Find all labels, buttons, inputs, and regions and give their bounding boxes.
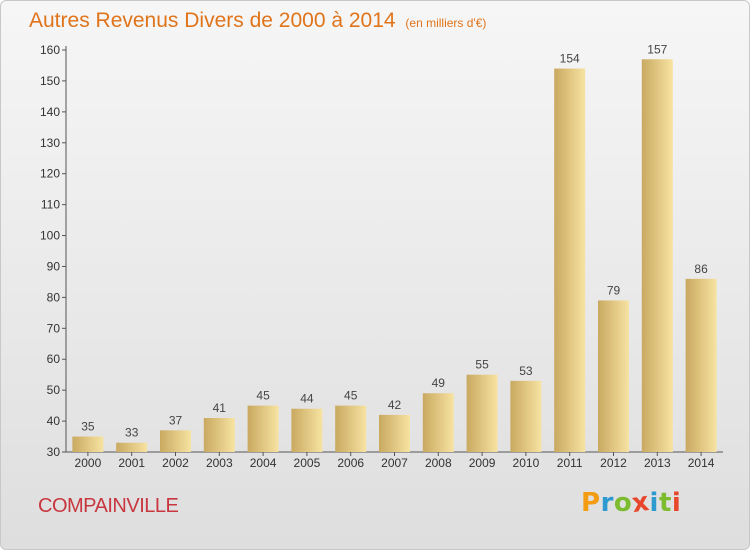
value-label-2009: 55 — [475, 358, 489, 372]
logo-letter: i — [649, 488, 659, 518]
y-tick-label: 120 — [40, 167, 60, 181]
bar-2003 — [203, 417, 235, 452]
y-tick-label: 150 — [40, 74, 60, 88]
value-labels: 35 33 37 41 45 44 45 42 49 55 53 154 79 157 86 — [81, 42, 708, 439]
bar-2011 — [554, 68, 586, 453]
bar-2013 — [641, 59, 673, 453]
bar-2010 — [510, 380, 542, 452]
chart-subtitle: (en milliers d'€) — [405, 16, 487, 30]
x-tick-label-2002: 2002 — [162, 456, 189, 470]
x-tick-label-2004: 2004 — [250, 456, 277, 470]
logo-letter: r — [600, 488, 614, 518]
x-tick-label-2003: 2003 — [206, 456, 233, 470]
x-tick-label-2005: 2005 — [294, 456, 321, 470]
location-name: COMPAINVILLE — [38, 495, 179, 517]
x-tick-label-2000: 2000 — [75, 456, 102, 470]
x-tick-label-2008: 2008 — [425, 456, 452, 470]
bar-2002 — [160, 430, 191, 452]
y-tick-label: 90 — [47, 259, 61, 273]
y-tick-label: 80 — [47, 290, 61, 304]
proxiti-logo: Proxiti — [581, 486, 682, 520]
value-label-2011: 154 — [560, 52, 580, 66]
bar-2004 — [247, 405, 279, 452]
x-tick-label-2014: 2014 — [688, 456, 715, 470]
y-tick-label: 130 — [40, 136, 60, 150]
bar-2006 — [335, 405, 367, 452]
logo-letter: i — [671, 488, 682, 518]
bar-2009 — [466, 374, 498, 452]
value-label-2005: 44 — [300, 392, 314, 406]
y-tick-label: 110 — [41, 198, 60, 212]
x-tick-label-2013: 2013 — [644, 456, 671, 470]
value-label-2013: 157 — [647, 42, 667, 56]
value-label-2007: 42 — [388, 398, 402, 412]
value-label-2000: 35 — [81, 420, 95, 434]
x-tick-label-2007: 2007 — [381, 456, 408, 470]
value-label-2012: 79 — [607, 283, 621, 297]
value-label-2014: 86 — [694, 262, 708, 276]
y-tick-label: 50 — [47, 383, 61, 397]
value-label-2001: 33 — [125, 426, 139, 440]
logo-letter: P — [581, 488, 601, 518]
bar-2000 — [72, 436, 104, 452]
bar-2012 — [598, 300, 629, 452]
logo-letter: o — [613, 488, 633, 518]
x-tick-label-2012: 2012 — [600, 456, 627, 470]
value-label-2002: 37 — [169, 413, 183, 427]
x-tick-label-2009: 2009 — [469, 456, 496, 470]
bar-2005 — [291, 408, 323, 452]
y-tick-label: 140 — [40, 105, 60, 119]
logo-letter: t — [658, 488, 672, 518]
y-tick-label: 70 — [47, 321, 61, 335]
value-label-2008: 49 — [432, 376, 446, 390]
value-label-2006: 45 — [344, 389, 358, 403]
bar-2014 — [685, 278, 717, 452]
logo-letter: x — [630, 486, 652, 520]
bar-2001 — [116, 442, 148, 452]
chart-title-text: Autres Revenus Divers de 2000 à 2014 — [29, 9, 396, 32]
y-tick-label: 60 — [47, 352, 61, 366]
value-label-2010: 53 — [519, 364, 533, 378]
value-label-2004: 45 — [256, 389, 270, 403]
y-tick-label: 30 — [47, 445, 61, 459]
x-tick-label-2011: 2011 — [557, 456, 583, 470]
y-tick-label: 100 — [40, 229, 60, 243]
x-tick-label-2001: 2001 — [118, 456, 145, 470]
y-tick-label: 40 — [47, 414, 61, 428]
x-tick-label-2006: 2006 — [337, 456, 364, 470]
value-label-2003: 41 — [213, 401, 227, 415]
bar-2008 — [422, 393, 454, 452]
x-tick-label-2010: 2010 — [513, 456, 540, 470]
bar-2007 — [379, 414, 410, 452]
chart-title: Autres Revenus Divers de 2000 à 2014 (en… — [29, 9, 486, 33]
bars — [72, 59, 717, 453]
y-tick-label: 160 — [40, 43, 60, 57]
